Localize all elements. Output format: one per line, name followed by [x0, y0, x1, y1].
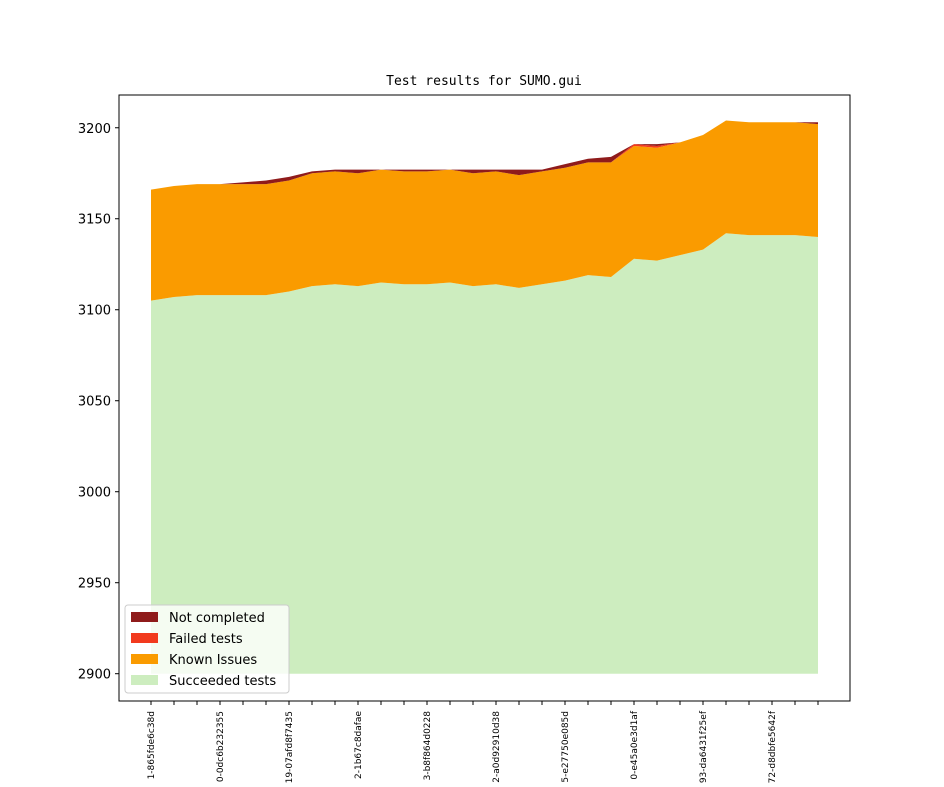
y-tick-label: 3050	[78, 395, 111, 410]
x-tick-label: 2-1b67c8dafae	[354, 711, 364, 779]
legend-label: Known Issues	[169, 653, 257, 668]
legend-swatch	[131, 612, 158, 622]
legend-swatch	[131, 675, 158, 685]
area	[151, 233, 818, 674]
y-tick-label: 3100	[78, 304, 111, 319]
legend-box	[124, 604, 290, 694]
y-tick-label: 3200	[78, 122, 111, 137]
legend-label: Failed tests	[169, 632, 243, 647]
x-tick-label: 19-07afd8f7435	[285, 711, 295, 783]
y-tick-label: 2950	[78, 577, 111, 592]
y-tick-label: 2900	[78, 668, 111, 683]
x-tick-label: 5-e27750e085d	[561, 711, 571, 783]
x-tick-label: 0-0dc6b232355	[216, 711, 226, 782]
x-tick-label: 1-865fde6c38d	[147, 711, 157, 779]
legend-label: Succeeded tests	[169, 674, 276, 689]
legend-swatch	[131, 633, 158, 643]
x-tick-label: 2-a0d92910d38	[492, 711, 502, 783]
area	[151, 120, 818, 301]
legend-label: Not completed	[169, 611, 265, 626]
x-tick-label: 93-da6431f25ef	[699, 710, 709, 783]
legend: Not completed Failed tests Known Issues Suc…	[124, 604, 290, 694]
chart-title: Test results for SUMO.gui	[386, 74, 582, 89]
x-tick-label: 3-b8f864d0228	[423, 711, 433, 781]
x-tick-label: 0-e45a0e3d1af	[630, 710, 640, 779]
axes-frame	[118, 94, 851, 702]
y-tick-label: 3000	[78, 486, 111, 501]
legend-swatch	[131, 654, 158, 664]
plot-area	[151, 120, 818, 674]
area	[151, 120, 818, 190]
y-tick-label: 3150	[78, 213, 111, 228]
x-tick-label: 72-d8dbfe5642f	[768, 710, 778, 783]
